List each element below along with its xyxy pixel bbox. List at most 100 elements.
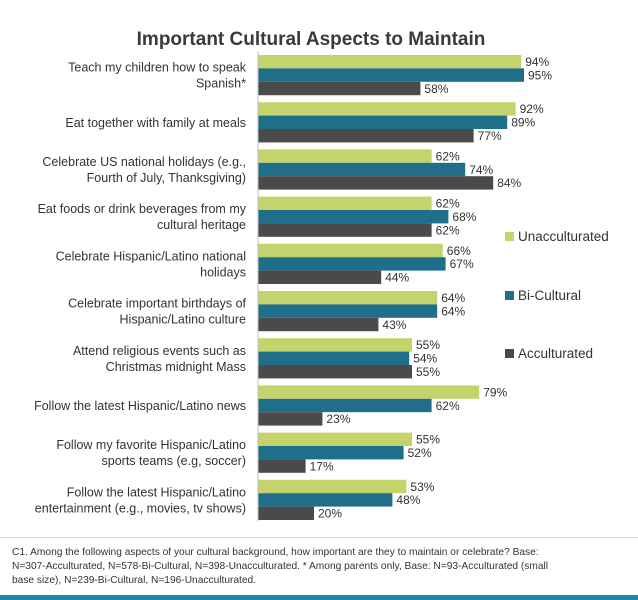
data-label: 84% xyxy=(497,176,521,190)
category-label: Celebrate US national holidays (e.g., Fou… xyxy=(42,155,246,185)
bar-bi-cultural xyxy=(258,162,466,177)
bar-bi-cultural xyxy=(258,257,446,271)
data-label: 17% xyxy=(310,459,334,473)
bar-unacculturated xyxy=(258,55,522,69)
bar-acculturated xyxy=(258,176,494,190)
chart-title: Important Cultural Aspects to Maintain xyxy=(137,29,486,50)
category-label: Attend religious events such as Christmas… xyxy=(73,344,246,374)
category-label-line: cultural heritage xyxy=(157,218,246,232)
data-label: 48% xyxy=(396,493,420,507)
category-label: Follow my favorite Hispanic/Latino sports… xyxy=(56,438,246,468)
category-label: Follow the latest Hispanic/Latino enterta… xyxy=(35,485,246,515)
bar-unacculturated xyxy=(258,243,443,258)
category-label-line: Attend religious events such as xyxy=(73,344,246,358)
data-label: 52% xyxy=(408,446,432,460)
bar-unacculturated xyxy=(258,385,480,399)
data-label: 94% xyxy=(525,55,549,69)
legend-swatch-bi-cultural xyxy=(505,291,514,300)
bar-bi-cultural xyxy=(258,446,404,460)
data-label: 89% xyxy=(511,116,535,130)
data-label: 68% xyxy=(452,210,476,224)
legend-swatch-acculturated xyxy=(505,349,514,358)
data-label: 62% xyxy=(436,223,460,237)
bar-unacculturated xyxy=(258,196,432,210)
chart: Important Cultural Aspects to Maintain T… xyxy=(34,29,609,521)
bar-acculturated xyxy=(258,129,474,143)
data-label: 95% xyxy=(528,68,552,82)
data-label: 23% xyxy=(326,412,350,426)
category-label-line: Fourth of July, Thanksgiving) xyxy=(87,171,246,185)
category-label: Celebrate Hispanic/Latino national holida… xyxy=(56,249,246,279)
bar-bi-cultural xyxy=(258,493,393,507)
category-label-line: Eat together with family at meals xyxy=(65,116,246,130)
data-label: 58% xyxy=(424,82,448,96)
bar-bi-cultural xyxy=(258,304,438,318)
category-label-line: Eat foods or drink beverages from my xyxy=(38,202,247,216)
category-label: Eat foods or drink beverages from my cult… xyxy=(38,202,247,232)
category-label-line: Spanish* xyxy=(196,77,246,91)
data-label: 64% xyxy=(441,304,465,318)
bar-acculturated xyxy=(258,365,412,379)
bar-acculturated xyxy=(258,270,382,284)
bar-acculturated xyxy=(258,81,421,96)
bar-acculturated xyxy=(258,412,323,426)
bar-bi-cultural xyxy=(258,68,524,82)
footnote-line-3: base size), N=239-Bi-Cultural, N=196-Una… xyxy=(12,575,257,586)
data-label: 62% xyxy=(436,149,460,163)
data-label: 55% xyxy=(416,338,440,352)
data-label: 67% xyxy=(450,257,474,271)
bar-acculturated xyxy=(258,223,432,237)
legend-label: Unacculturated xyxy=(518,229,609,244)
data-label: 54% xyxy=(413,352,437,366)
bar-acculturated xyxy=(258,459,306,473)
data-label: 55% xyxy=(416,365,440,379)
category-label-line: Teach my children how to speak xyxy=(68,61,247,75)
bar-bi-cultural xyxy=(258,115,508,129)
category-label: Eat together with family at meals xyxy=(65,116,246,130)
data-label: 44% xyxy=(385,271,409,285)
category-label: Follow the latest Hispanic/Latino news xyxy=(34,399,246,413)
bar-unacculturated xyxy=(258,291,438,305)
bar-bi-cultural xyxy=(258,398,432,413)
legend: Unacculturated Bi-Cultural Acculturated xyxy=(505,229,609,361)
data-label: 20% xyxy=(318,507,342,521)
data-label: 62% xyxy=(436,197,460,211)
category-label-line: Follow the latest Hispanic/Latino xyxy=(67,485,246,499)
category-label-line: Hispanic/Latino culture xyxy=(120,313,247,327)
category-label-line: Celebrate Hispanic/Latino national xyxy=(56,249,246,263)
data-label: 79% xyxy=(483,385,507,399)
bar-unacculturated xyxy=(258,479,407,494)
plot-area: Teach my children how to speak Spanish* 94… xyxy=(34,51,552,521)
category-label-line: Celebrate important birthdays of xyxy=(68,297,246,311)
bar-acculturated xyxy=(258,506,314,520)
category-label-line: Christmas midnight Mass xyxy=(106,360,246,374)
bottom-accent-bar xyxy=(0,595,638,600)
category-label-line: Celebrate US national holidays (e.g., xyxy=(42,155,246,169)
category-label: Celebrate important birthdays of Hispanic… xyxy=(68,297,246,327)
data-label: 43% xyxy=(382,318,406,332)
category-label: Teach my children how to speak Spanish* xyxy=(68,61,247,91)
bar-unacculturated xyxy=(258,102,516,116)
data-label: 77% xyxy=(478,129,502,143)
bar-unacculturated xyxy=(258,432,412,446)
data-label: 74% xyxy=(469,163,493,177)
data-label: 64% xyxy=(441,291,465,305)
category-label-line: sports teams (e.g, soccer) xyxy=(102,454,247,468)
category-label-line: Follow the latest Hispanic/Latino news xyxy=(34,399,246,413)
data-label: 92% xyxy=(520,102,544,116)
category-label-line: Follow my favorite Hispanic/Latino xyxy=(56,438,246,452)
footnote: C1. Among the following aspects of your … xyxy=(12,546,630,588)
category-label-line: holidays xyxy=(200,265,246,279)
bar-bi-cultural xyxy=(258,210,449,224)
divider xyxy=(0,537,638,538)
legend-label: Acculturated xyxy=(518,346,593,361)
category-label-line: entertainment (e.g., movies, tv shows) xyxy=(35,501,246,515)
legend-swatch-unacculturated xyxy=(505,232,514,241)
footnote-line-1: C1. Among the following aspects of your … xyxy=(12,547,539,558)
data-label: 62% xyxy=(436,399,460,413)
data-label: 55% xyxy=(416,433,440,447)
legend-label: Bi-Cultural xyxy=(518,288,581,303)
data-label: 66% xyxy=(447,244,471,258)
bar-unacculturated xyxy=(258,338,412,352)
data-label: 53% xyxy=(410,480,434,494)
